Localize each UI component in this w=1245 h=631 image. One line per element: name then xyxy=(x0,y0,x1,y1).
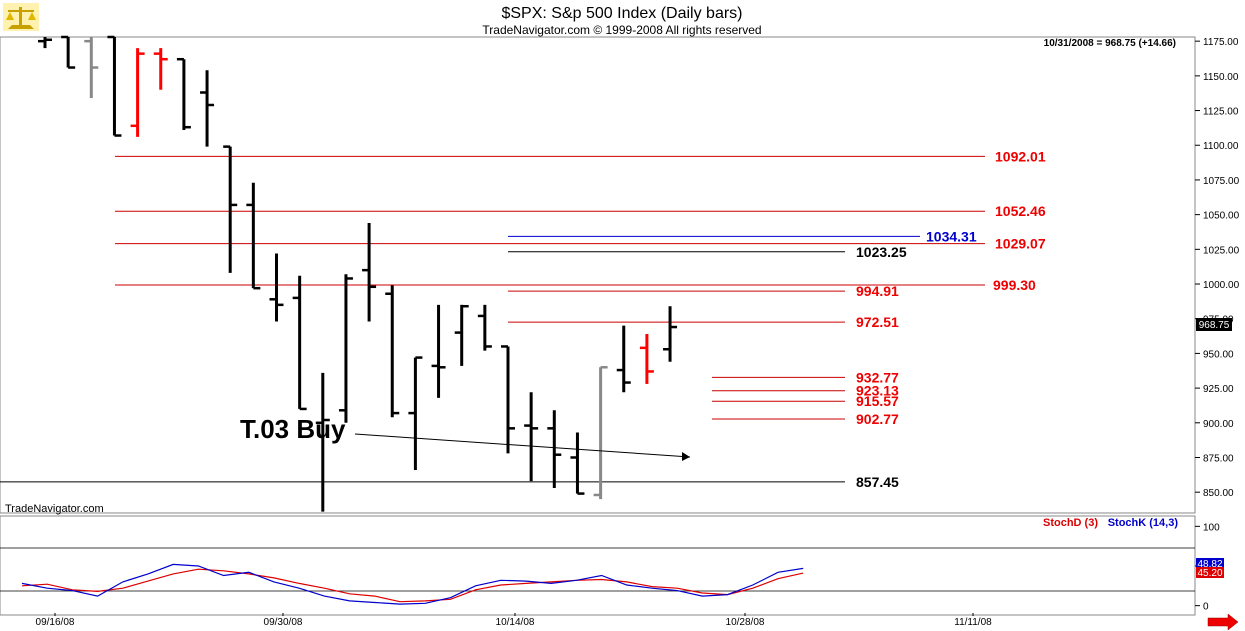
price-tick-label: 850.00 xyxy=(1203,488,1234,499)
level-label: 1052.46 xyxy=(995,203,1046,219)
buy-annotation-arrow xyxy=(354,433,691,458)
buy-annotation: T.03 Buy xyxy=(240,414,346,444)
ohlc-bar xyxy=(477,304,492,351)
price-tick-label: 1100.00 xyxy=(1203,141,1239,152)
stoch-k-line xyxy=(21,563,804,605)
ohlc-bar xyxy=(223,145,238,273)
copyright: TradeNavigator.com © 1999-2008 All right… xyxy=(482,23,761,37)
price-tick-label: 1150.00 xyxy=(1203,72,1239,83)
stoch-d-line xyxy=(21,568,804,603)
ohlc-bar xyxy=(385,285,400,418)
price-panel xyxy=(0,36,1196,514)
price-tick-label: 1125.00 xyxy=(1203,107,1239,118)
ohlc-bar xyxy=(501,345,515,454)
ohlc-bar xyxy=(524,392,539,482)
level-label: 999.30 xyxy=(993,277,1036,293)
ohlc-bar xyxy=(269,253,284,322)
ohlc-bar xyxy=(84,37,99,99)
price-tick-label: 925.00 xyxy=(1203,384,1234,395)
legend-stoch-d: StochD (3) xyxy=(1043,517,1098,529)
legend-stoch-k: StochK (14,3) xyxy=(1108,517,1179,529)
date-label: 09/16/08 xyxy=(36,617,75,628)
last-price-tag: 968.75 xyxy=(1196,318,1232,331)
price-tick-label: 875.00 xyxy=(1203,453,1234,464)
ohlc-bar xyxy=(38,37,52,49)
price-tick-label: 1050.00 xyxy=(1203,211,1240,222)
price-tick-label: 900.00 xyxy=(1203,419,1234,430)
chart-title: $SPX: S&p 500 Index (Daily bars) xyxy=(501,5,742,22)
level-label: 923.13 xyxy=(856,383,899,399)
ohlc-bar xyxy=(362,222,377,322)
ohlc-bar xyxy=(570,432,585,495)
arrow-head-icon xyxy=(682,452,690,461)
ohlc-bar xyxy=(153,48,168,90)
svg-text:968.75: 968.75 xyxy=(1199,320,1230,331)
ohlc-bar xyxy=(616,325,631,393)
price-tick-label: 1025.00 xyxy=(1203,245,1240,256)
ohlc-bar xyxy=(454,304,469,366)
level-label: 1023.25 xyxy=(856,244,907,260)
date-label: 10/14/08 xyxy=(496,617,535,628)
ohlc-bar xyxy=(639,333,654,384)
level-label: 932.77 xyxy=(856,369,899,385)
ohlc-bar xyxy=(338,274,353,423)
stoch-tick-label: 100 xyxy=(1203,522,1220,533)
ohlc-bar xyxy=(431,304,446,398)
price-tick-label: 1075.00 xyxy=(1203,176,1240,187)
price-tick-label: 1175.00 xyxy=(1203,37,1239,48)
ohlc-bar xyxy=(176,57,191,130)
date-label: 10/28/08 xyxy=(726,617,765,628)
ohlc-bar xyxy=(130,48,145,137)
ohlc-bar xyxy=(408,356,423,470)
last-quote: 10/31/2008 = 968.75 (+14.66) xyxy=(1044,38,1176,49)
next-arrow-icon[interactable] xyxy=(1207,613,1239,631)
logo-icon[interactable] xyxy=(3,3,39,31)
level-label: 1034.31 xyxy=(926,228,977,244)
level-label: 1092.01 xyxy=(995,148,1046,164)
level-lines: 1092.01 1052.46 1034.31 1029.07 1023.25 999.3… xyxy=(0,148,1046,490)
stochastic-lines xyxy=(21,563,804,605)
price-tick-label: 950.00 xyxy=(1203,349,1234,360)
ohlc-bar xyxy=(61,35,76,69)
stoch-d-tag: 45.20 xyxy=(1196,567,1224,579)
level-label: 994.91 xyxy=(856,283,899,299)
ohlc-bar xyxy=(246,182,261,290)
ohlc-bar xyxy=(593,366,608,500)
price-bars xyxy=(38,35,678,512)
price-tick-label: 1000.00 xyxy=(1203,280,1240,291)
ohlc-bar xyxy=(107,35,122,137)
watermark: TradeNavigator.com xyxy=(5,503,104,515)
ohlc-bar xyxy=(315,372,330,512)
level-label: 857.45 xyxy=(856,474,899,490)
level-label: 1029.07 xyxy=(995,236,1046,252)
ohlc-bar xyxy=(547,410,562,489)
level-label: 915.57 xyxy=(856,393,899,409)
date-label: 09/30/08 xyxy=(264,617,303,628)
date-label: 11/11/08 xyxy=(954,617,992,628)
svg-text:45.20: 45.20 xyxy=(1197,568,1222,579)
price-axis: 850.00875.00900.00925.00950.00975.001000… xyxy=(1195,37,1240,499)
ohlc-bar xyxy=(292,275,307,411)
ohlc-bar xyxy=(663,306,678,362)
date-axis: 09/16/08 09/30/08 10/14/08 10/28/08 11/11/08 xyxy=(36,613,992,628)
ohlc-bar xyxy=(200,70,215,147)
level-label: 902.77 xyxy=(856,411,899,427)
level-label: 972.51 xyxy=(856,314,899,330)
svg-text:48.82: 48.82 xyxy=(1197,559,1222,570)
stoch-tick-label: 0 xyxy=(1203,602,1209,613)
stoch-k-tag: 48.82 xyxy=(1196,558,1224,570)
